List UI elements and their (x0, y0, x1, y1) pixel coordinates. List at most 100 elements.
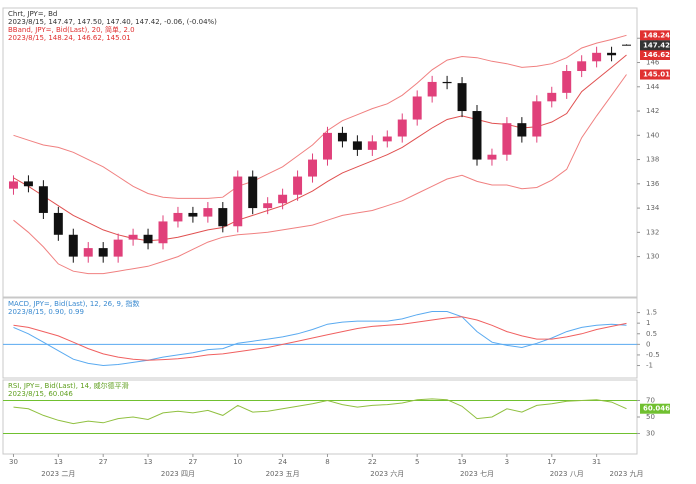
price-badge-label: 148.24 (643, 31, 670, 39)
candle-body (143, 234, 153, 244)
candle-body (562, 71, 572, 93)
candle-body (128, 234, 138, 240)
value-badge-label: 60.046 (643, 405, 670, 413)
candle-body (547, 92, 557, 102)
main-panel (2, 7, 638, 298)
series-line (13, 34, 627, 199)
candle-body (322, 132, 332, 160)
chart-subtitle: 2023/8/15, 60.046 (8, 390, 73, 398)
chart-subtitle: 2023/8/15, 147.47, 147.50, 147.40, 147.4… (8, 18, 217, 26)
candle-body (38, 186, 48, 213)
candle-body (367, 141, 377, 150)
candle-body (293, 176, 303, 195)
y-tick-label: 70 (646, 397, 655, 405)
x-tick-label: 13 (144, 458, 153, 466)
month-label: 2023 八月 (550, 470, 584, 478)
candle-body (203, 208, 213, 217)
price-badge-label: 146.62 (643, 51, 670, 59)
candle-body (98, 248, 108, 257)
candle-body (308, 159, 318, 177)
series-line (13, 74, 627, 275)
x-tick-label: 8 (325, 458, 329, 466)
macd-panel (2, 297, 638, 379)
price-badge-label: 145.01 (643, 71, 670, 79)
candle-body (502, 123, 512, 155)
candle-body (532, 101, 542, 137)
y-tick-label: 1.5 (646, 309, 657, 317)
price-badge (640, 40, 670, 51)
candle-body (397, 119, 407, 137)
candle-body (53, 212, 63, 235)
x-tick-label: 17 (547, 458, 556, 466)
legend-text: BBand, JPY=, Bid(Last), 20, 简单, 2.0 (8, 25, 135, 34)
x-tick-label: 13 (54, 458, 63, 466)
candle-body (382, 136, 392, 142)
chart-title: MACD, JPY=, Bid(Last), 12, 26, 9, 指数 (8, 299, 139, 308)
x-tick-label: 31 (592, 458, 601, 466)
y-tick-label: 144 (646, 83, 660, 91)
candle-body (622, 44, 632, 46)
y-tick-label: 146 (646, 59, 660, 67)
y-tick-label: -1 (646, 362, 653, 370)
candle-body (68, 234, 78, 257)
candle-body (442, 81, 452, 84)
candle-body (83, 248, 93, 257)
y-tick-label: 136 (646, 180, 660, 188)
candle-body (517, 123, 527, 137)
candle-body (427, 81, 437, 97)
y-tick-label: 134 (646, 204, 660, 212)
candle-body (233, 176, 243, 227)
price-badge-label: 147.42 (643, 41, 670, 49)
month-label: 2023 六月 (370, 469, 404, 478)
chart-title: RSI, JPY=, Bid(Last), 14, 威尔德平滑 (8, 381, 129, 390)
candle-body (577, 61, 587, 72)
month-label: 2023 四月 (161, 470, 195, 478)
chart-title: Chrt, JPY=, Bd (8, 10, 57, 18)
series-line (13, 398, 627, 425)
candle-body (412, 96, 422, 120)
candle-body (352, 141, 362, 150)
x-tick-label: 3 (505, 458, 509, 466)
candle-body (607, 52, 617, 56)
y-tick-label: -0.5 (646, 351, 660, 359)
price-badge (640, 50, 670, 61)
series-line (13, 316, 627, 361)
candle-body (23, 181, 33, 187)
candle-body (278, 194, 288, 204)
x-tick-label: 10 (233, 458, 242, 466)
y-tick-label: 1 (646, 319, 650, 327)
candle-body (263, 203, 273, 209)
month-label: 2023 五月 (266, 470, 300, 478)
rsi-panel (2, 379, 638, 455)
candle-body (173, 212, 183, 222)
candle-body (218, 208, 228, 227)
candle-body (337, 132, 347, 142)
y-tick-label: 132 (646, 228, 659, 236)
candle-body (188, 212, 198, 217)
y-tick-label: 130 (646, 253, 659, 261)
legend-text: 2023/8/15, 148.24, 146.62, 145.01 (8, 34, 131, 42)
y-tick-label: 0 (646, 340, 650, 348)
month-label: 2023 九月 (610, 469, 644, 478)
month-label: 2023 七月 (460, 469, 494, 478)
candle-body (472, 111, 482, 160)
month-label: 2023 二月 (41, 470, 75, 478)
price-badge (640, 69, 670, 80)
candle-body (457, 83, 467, 112)
x-tick-label: 19 (458, 458, 467, 466)
candle-body (8, 181, 18, 189)
y-tick-label: 142 (646, 107, 659, 115)
price-badge (640, 30, 670, 41)
y-tick-label: 0.5 (646, 330, 657, 338)
candle-body (592, 52, 602, 62)
y-tick-label: 30 (646, 430, 655, 438)
x-tick-label: 30 (9, 458, 18, 466)
series-line (13, 311, 627, 367)
y-tick-label: 140 (646, 131, 659, 139)
x-tick-label: 22 (368, 458, 377, 466)
x-tick-label: 24 (278, 458, 287, 466)
y-tick-label: 50 (646, 413, 655, 421)
series-line (13, 54, 627, 242)
x-tick-label: 5 (415, 458, 419, 466)
